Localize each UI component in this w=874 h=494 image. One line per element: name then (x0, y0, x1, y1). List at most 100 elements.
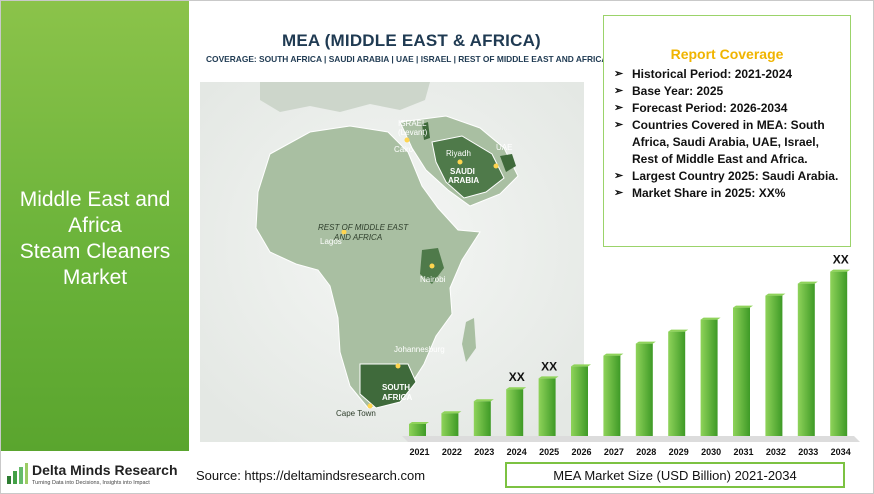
x-tick-label-2029: 2029 (669, 447, 689, 457)
label-cape-town: Cape Town (336, 409, 376, 418)
cape-town-dot-icon (367, 403, 373, 409)
report-coverage-list: ➢ Historical Period: 2021-2024 ➢ Base Year… (614, 66, 846, 202)
arrow-bullet-icon: ➢ (614, 119, 624, 131)
coverage-item: ➢ Historical Period: 2021-2024 (614, 66, 846, 83)
label-africa: AFRICA (382, 393, 412, 402)
x-tick-label-2030: 2030 (701, 447, 721, 457)
europe-landmass (260, 82, 430, 112)
title-panel: Middle East and Africa Steam Cleaners Ma… (1, 1, 189, 451)
bar-2031 (733, 307, 750, 436)
bar-chart-logo-icon (7, 463, 28, 484)
coverage-item: ➢ Base Year: 2025 (614, 83, 846, 100)
report-coverage-box: Report Coverage ➢ Historical Period: 2021… (603, 15, 851, 247)
label-cairo: Cairo (394, 145, 414, 154)
bar-top-2030 (700, 317, 721, 320)
x-tick-label-2032: 2032 (766, 447, 786, 457)
bar-top-2028 (635, 341, 656, 344)
bar-top-2023 (473, 399, 494, 402)
x-tick-label-2028: 2028 (636, 447, 656, 457)
market-title-line-3: Steam Cleaners (19, 240, 171, 263)
chart-floor (402, 436, 860, 442)
nairobi-dot-icon (429, 263, 435, 269)
bar-2021 (409, 424, 426, 436)
market-title-line-4: Market (62, 266, 128, 289)
label-johannesburg: Johannesburg (394, 345, 445, 354)
bar-top-2026 (571, 364, 591, 367)
x-tick-label-2022: 2022 (442, 447, 462, 457)
label-riyadh: Riyadh (446, 149, 471, 158)
label-south: SOUTH (382, 383, 410, 392)
africa-landmass (255, 125, 481, 409)
madagascar-landmass (462, 318, 476, 362)
x-tick-label-2021: 2021 (409, 447, 429, 457)
bar-2025 (538, 378, 556, 436)
data-label-2034: XX (833, 253, 849, 267)
coverage-item-text: Forecast Period: 2026-2034 (632, 101, 788, 115)
coverage-item: ➢ Forecast Period: 2026-2034 (614, 100, 846, 117)
market-size-bar-chart: 2021 2022 2023 2024 XX 2025 XX 2026 2027 2028 2029… (402, 253, 860, 457)
label-nairobi: Nairobi (420, 275, 446, 284)
uae-region (500, 154, 516, 172)
saudi-arabia-region (431, 135, 505, 199)
uae-dot-icon (493, 163, 499, 169)
bar-2024 (506, 389, 524, 436)
coverage-item-text: Base Year: 2025 (632, 84, 724, 98)
bar-2022 (441, 413, 459, 436)
bar-2032 (765, 295, 783, 436)
market-title: Middle East and Africa Steam Cleaners Ma… (1, 187, 189, 291)
coverage-item-text: Countries Covered in MEA: South Africa, … (632, 118, 825, 166)
coverage-item-text: Market Share in 2025: XX% (632, 186, 786, 200)
x-tick-label-2027: 2027 (604, 447, 624, 457)
label-rest-line-1: REST OF MIDDLE EAST (318, 223, 409, 232)
label-levant: (Levant) (398, 128, 428, 137)
map-title: MEA (MIDDLE EAST & AFRICA) (282, 31, 541, 50)
data-label-2025: XX (541, 359, 557, 373)
label-arabia: ARABIA (448, 176, 479, 185)
bar-top-2027 (603, 353, 624, 356)
bar-top-2034 (830, 269, 851, 272)
data-label-2024: XX (509, 370, 525, 384)
report-coverage-title: Report Coverage (670, 46, 784, 62)
bar-top-2032 (765, 293, 786, 296)
x-tick-label-2025: 2025 (539, 447, 559, 457)
arrow-bullet-icon: ➢ (614, 187, 624, 199)
bar-2028 (635, 343, 653, 436)
market-title-line-1: Middle East and (19, 188, 171, 211)
x-tick-label-2034: 2034 (831, 447, 851, 457)
source-text: Source: https://deltamindsresearch.com (196, 468, 426, 483)
x-tick-label-2031: 2031 (733, 447, 753, 457)
label-saudi: SAUDI (450, 167, 475, 176)
israel-region (422, 122, 430, 140)
lagos-dot-icon (341, 229, 347, 235)
coverage-item: ➢ Countries Covered in MEA: South Africa,… (614, 117, 846, 168)
arrow-bullet-icon: ➢ (614, 170, 624, 182)
johannesburg-dot-icon (395, 363, 401, 369)
label-rest-line-2: AND AFRICA (333, 233, 382, 242)
arrow-bullet-icon: ➢ (614, 102, 624, 114)
x-tick-label-2033: 2033 (798, 447, 818, 457)
market-title-line-2: Africa (68, 214, 122, 237)
x-tick-label-2026: 2026 (571, 447, 591, 457)
company-logo: Delta Minds Research Turning Data into D… (4, 458, 190, 492)
x-tick-label-2024: 2024 (507, 447, 527, 457)
label-israel: ISRAEL (398, 119, 427, 128)
bar-top-2024 (506, 387, 527, 390)
chart-caption: MEA Market Size (USD Billion) 2021-2034 (505, 462, 845, 488)
bar-top-2022 (441, 411, 462, 414)
tick-labels-layer: 2021 2022 2023 2024 XX 2025 XX 2026 2027 2028 2029… (409, 253, 850, 457)
bar-2023 (473, 401, 491, 436)
bar-top-2031 (733, 305, 753, 308)
bar-2033 (797, 283, 815, 436)
coverage-item-text: Historical Period: 2021-2024 (632, 67, 793, 81)
mea-map-block: MEA (MIDDLE EAST & AFRICA) COVERAGE: SOU… (196, 28, 607, 442)
bar-2027 (603, 355, 621, 436)
map-coverage: COVERAGE: SOUTH AFRICA | SAUDI ARABIA | … (206, 54, 608, 64)
bar-top-2033 (797, 281, 818, 284)
logo-tagline: Turning Data into Decisions, Insights in… (32, 480, 150, 486)
mea-map: ISRAEL (Levant) Cairo Riyadh UAE SAUDI A… (200, 82, 584, 442)
bar-top-2025 (538, 376, 559, 379)
label-uae: UAE (496, 143, 512, 152)
bar-2034 (830, 271, 848, 436)
bar-2029 (668, 331, 686, 436)
bars-layer (409, 269, 851, 436)
